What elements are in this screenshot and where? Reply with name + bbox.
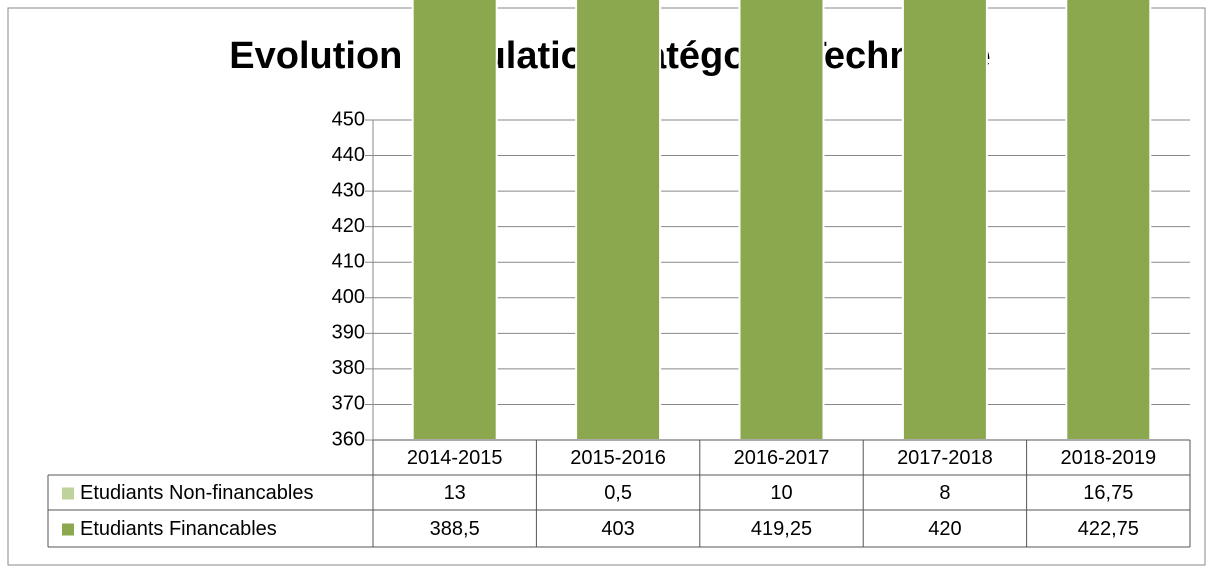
legend-label: Etudiants Non-financables [80, 482, 313, 504]
bar-segment [738, 0, 825, 441]
data-label: 16,75 [1083, 482, 1133, 504]
bar-segment [1065, 0, 1152, 441]
data-label: 13 [444, 482, 466, 504]
data-label: 388,5 [430, 518, 480, 540]
y-tick-label: 450 [332, 108, 365, 130]
legend-swatch [62, 523, 74, 536]
y-tick-label: 380 [332, 357, 365, 379]
data-label: 420 [928, 518, 961, 540]
x-tick-label: 2017-2018 [897, 447, 993, 469]
bar-segment [411, 0, 498, 442]
bar-segment [575, 0, 662, 441]
bar-segment [901, 0, 988, 441]
y-tick-label: 440 [332, 144, 365, 166]
y-tick-label: 420 [332, 215, 365, 237]
y-tick-label: 360 [332, 428, 365, 450]
legend-swatch [62, 487, 74, 500]
y-tick-label: 410 [332, 251, 365, 273]
data-label: 0,5 [604, 482, 632, 504]
y-tick-label: 370 [332, 393, 365, 415]
legend-label: Etudiants Financables [80, 518, 277, 540]
data-label: 10 [770, 482, 792, 504]
data-label: 422,75 [1078, 518, 1139, 540]
data-label: 419,25 [751, 518, 812, 540]
y-tick-label: 390 [332, 322, 365, 344]
y-tick-label: 400 [332, 286, 365, 308]
data-label: 403 [601, 518, 634, 540]
y-tick-label: 430 [332, 179, 365, 201]
x-tick-label: 2014-2015 [407, 447, 503, 469]
data-label: 8 [939, 482, 950, 504]
x-tick-label: 2018-2019 [1060, 447, 1156, 469]
x-tick-label: 2015-2016 [570, 447, 666, 469]
x-tick-label: 2016-2017 [734, 447, 830, 469]
